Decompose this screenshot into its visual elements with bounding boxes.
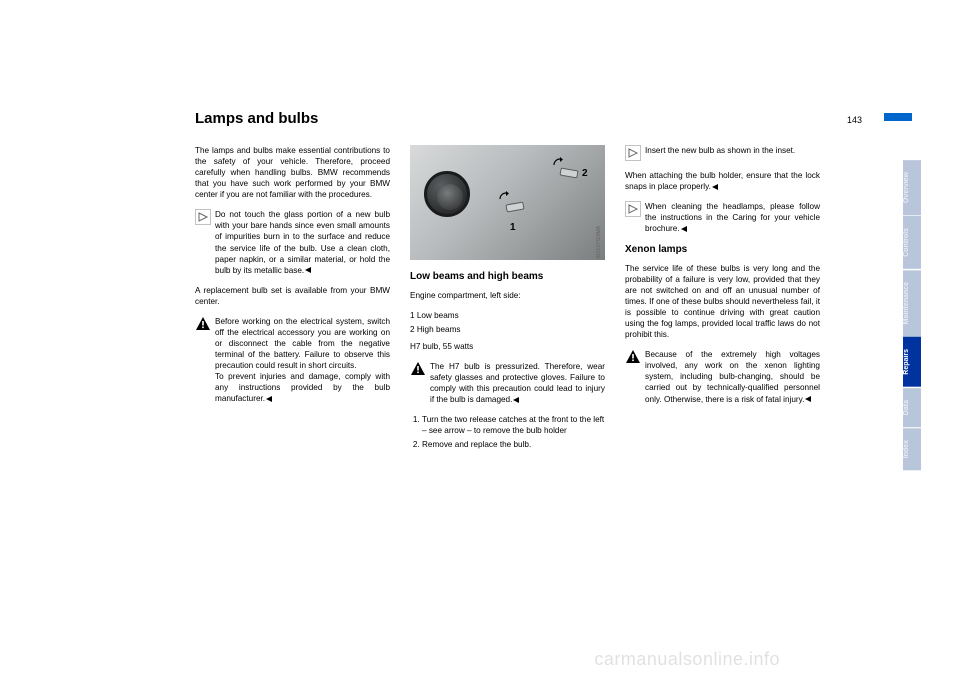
tip-text-1: Do not touch the glass portion of a new … [215,209,390,275]
column-2: 1 2 MX027420MA Low beams and high beams … [410,145,605,459]
warning-text-1: Before working on the electrical system,… [215,316,390,405]
tip-text-3: When cleaning the headlamps, please foll… [645,201,820,234]
bulb-spec: H7 bulb, 55 watts [410,341,605,352]
engine-side-text: Engine compartment, left side: [410,290,605,301]
warning-text-2: The H7 bulb is pressurized. Therefore, w… [430,361,605,405]
figure-label-1: 1 [510,221,516,235]
end-mark-icon [512,396,520,404]
subhead-beams: Low beams and high beams [410,270,605,284]
procedure-steps: Turn the two release catches at the fron… [410,414,605,450]
tab-controls[interactable]: Controls [903,216,921,269]
end-mark-icon [804,395,812,403]
warning-note-3: Because of the extremely high voltages i… [625,349,820,404]
intro-paragraph: The lamps and bulbs make essential contr… [195,145,390,200]
warning-icon [195,316,211,332]
content-columns: The lamps and bulbs make essential contr… [195,145,870,459]
figure-img-id: MX027420MA [596,226,603,258]
list-item-1: 1 Low beams [410,310,605,321]
engine-figure: 1 2 MX027420MA [410,145,605,260]
warning-text-3: Because of the extremely high voltages i… [645,349,820,404]
tip-icon [625,201,641,217]
xenon-body: The service life of these bulbs is very … [625,263,820,340]
tab-maintenance[interactable]: Maintenance [903,270,921,336]
side-tabs: Overview Controls Maintenance Repairs Da… [903,160,921,472]
tab-repairs[interactable]: Repairs [903,337,921,387]
tip-icon [195,209,211,225]
subhead-xenon: Xenon lamps [625,243,820,257]
header-accent-bar [884,113,912,121]
tab-overview[interactable]: Overview [903,160,921,215]
header-row: Lamps and bulbs 143 [195,110,870,127]
arrow-icon-1 [498,191,514,207]
warning-icon [625,349,641,365]
arrow-icon-2 [552,157,568,173]
end-mark-icon [304,266,312,274]
replacement-note: A replacement bulb set is available from… [195,285,390,307]
page-number: 143 [847,115,862,125]
warning-note-1: Before working on the electrical system,… [195,316,390,405]
bulb-cap-graphic [424,171,470,217]
figure-label-2: 2 [582,167,588,181]
warning-icon [410,361,426,377]
column-3: Insert the new bulb as shown in the inse… [625,145,820,459]
tab-data[interactable]: Data [903,388,921,427]
list-item-2: 2 High beams [410,324,605,335]
tip-note-2: Insert the new bulb as shown in the inse… [625,145,820,161]
tip-icon [625,145,641,161]
step-1: Turn the two release catches at the fron… [422,414,605,436]
manual-page: Lamps and bulbs 143 The lamps and bulbs … [0,0,960,678]
tip-note-1: Do not touch the glass portion of a new … [195,209,390,275]
warning-note-2: The H7 bulb is pressurized. Therefore, w… [410,361,605,405]
tip-note-3: When cleaning the headlamps, please foll… [625,201,820,234]
end-mark-icon [680,225,688,233]
tip-text-2: Insert the new bulb as shown in the inse… [645,145,795,156]
end-mark-icon [265,395,273,403]
page-title: Lamps and bulbs [195,110,318,127]
column-1: The lamps and bulbs make essential contr… [195,145,390,459]
tab-index[interactable]: Index [903,428,921,470]
page-watermark: carmanualsonline.info [594,649,780,670]
end-mark-icon [711,183,719,191]
step-2: Remove and replace the bulb. [422,439,605,450]
tip-text-2b: When attaching the bulb holder, ensure t… [625,170,820,192]
